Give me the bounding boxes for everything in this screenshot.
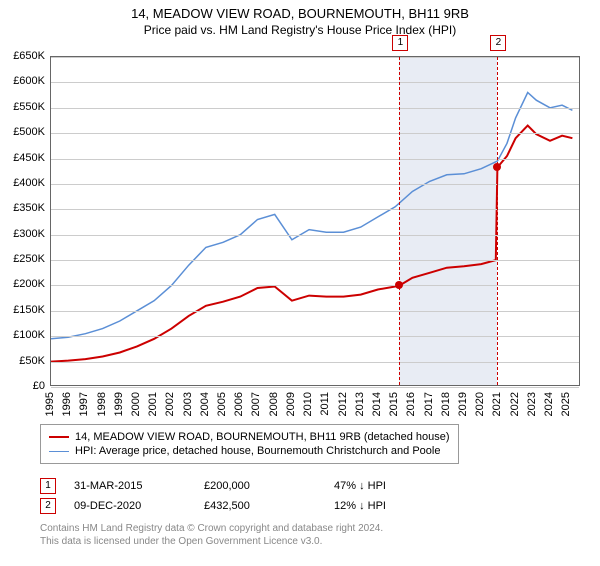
series-hpi: [51, 93, 572, 339]
xtick-label: 2013: [354, 392, 366, 416]
ytick-label: £450K: [13, 152, 45, 164]
plot-region: 12: [50, 56, 580, 386]
xtick-label: 2015: [388, 392, 400, 416]
gridline-h: [51, 336, 579, 337]
gridline-h: [51, 387, 579, 388]
marker-line-2: [497, 57, 498, 385]
xtick-label: 2008: [268, 392, 280, 416]
xtick-label: 2023: [526, 392, 538, 416]
xtick-label: 2022: [509, 392, 521, 416]
footer-attribution: Contains HM Land Registry data © Crown c…: [40, 522, 383, 548]
transaction-diff: 12% ↓ HPI: [334, 500, 424, 512]
ytick-label: £0: [33, 380, 45, 392]
xtick-label: 2006: [233, 392, 245, 416]
xtick-label: 1999: [113, 392, 125, 416]
footer-line1: Contains HM Land Registry data © Crown c…: [40, 522, 383, 535]
xtick-label: 1996: [61, 392, 73, 416]
xtick-label: 2016: [405, 392, 417, 416]
gridline-h: [51, 184, 579, 185]
ytick-label: £50K: [19, 355, 45, 367]
ytick-label: £300K: [13, 228, 45, 240]
xtick-label: 2019: [457, 392, 469, 416]
transaction-badge: 2: [40, 498, 56, 514]
marker-badge-1: 1: [392, 35, 408, 51]
xtick-label: 2020: [474, 392, 486, 416]
ytick-label: £500K: [13, 126, 45, 138]
marker-dot-2: [493, 163, 501, 171]
chart-subtitle: Price paid vs. HM Land Registry's House …: [0, 23, 600, 37]
line-layer: [51, 57, 581, 387]
xtick-label: 2010: [302, 392, 314, 416]
legend-swatch: [49, 436, 69, 438]
transaction-price: £432,500: [204, 500, 334, 512]
legend-item-1: HPI: Average price, detached house, Bour…: [49, 445, 450, 457]
transaction-row-1: 1 31-MAR-2015£200,00047% ↓ HPI: [40, 478, 424, 494]
chart-area: 12 £0£50K£100K£150K£200K£250K£300K£350K£…: [50, 56, 580, 386]
chart-container: 14, MEADOW VIEW ROAD, BOURNEMOUTH, BH11 …: [0, 6, 600, 566]
legend-item-0: 14, MEADOW VIEW ROAD, BOURNEMOUTH, BH11 …: [49, 431, 450, 443]
transaction-badge: 1: [40, 478, 56, 494]
ytick-label: £150K: [13, 304, 45, 316]
legend-label: HPI: Average price, detached house, Bour…: [75, 445, 440, 457]
xtick-label: 2014: [371, 392, 383, 416]
gridline-h: [51, 285, 579, 286]
xtick-label: 1997: [78, 392, 90, 416]
footer-line2: This data is licensed under the Open Gov…: [40, 535, 383, 548]
ytick-label: £650K: [13, 50, 45, 62]
ytick-label: £400K: [13, 177, 45, 189]
ytick-label: £550K: [13, 101, 45, 113]
series-price_paid: [51, 126, 572, 362]
xtick-label: 2000: [130, 392, 142, 416]
legend-label: 14, MEADOW VIEW ROAD, BOURNEMOUTH, BH11 …: [75, 431, 450, 443]
transactions-table: 1 31-MAR-2015£200,00047% ↓ HPI 2 09-DEC-202…: [40, 474, 424, 518]
gridline-h: [51, 133, 579, 134]
legend-swatch: [49, 451, 69, 452]
xtick-label: 2003: [182, 392, 194, 416]
gridline-h: [51, 108, 579, 109]
xtick-label: 2009: [285, 392, 297, 416]
ytick-label: £250K: [13, 253, 45, 265]
chart-title: 14, MEADOW VIEW ROAD, BOURNEMOUTH, BH11 …: [0, 6, 600, 21]
xtick-label: 2002: [164, 392, 176, 416]
transaction-date: 31-MAR-2015: [74, 480, 204, 492]
transaction-date: 09-DEC-2020: [74, 500, 204, 512]
gridline-h: [51, 57, 579, 58]
gridline-h: [51, 311, 579, 312]
marker-badge-2: 2: [490, 35, 506, 51]
xtick-label: 2011: [319, 392, 331, 416]
xtick-label: 2001: [147, 392, 159, 416]
xtick-label: 1998: [96, 392, 108, 416]
transaction-diff: 47% ↓ HPI: [334, 480, 424, 492]
ytick-label: £100K: [13, 329, 45, 341]
gridline-h: [51, 260, 579, 261]
transaction-row-2: 2 09-DEC-2020£432,50012% ↓ HPI: [40, 498, 424, 514]
xtick-label: 1995: [44, 392, 56, 416]
gridline-h: [51, 82, 579, 83]
xtick-label: 2004: [199, 392, 211, 416]
xtick-label: 2024: [543, 392, 555, 416]
marker-dot-1: [395, 281, 403, 289]
xtick-label: 2025: [560, 392, 572, 416]
xtick-label: 2017: [423, 392, 435, 416]
xtick-label: 2018: [440, 392, 452, 416]
gridline-h: [51, 362, 579, 363]
gridline-h: [51, 209, 579, 210]
ytick-label: £200K: [13, 278, 45, 290]
xtick-label: 2007: [250, 392, 262, 416]
gridline-h: [51, 235, 579, 236]
transaction-price: £200,000: [204, 480, 334, 492]
gridline-h: [51, 159, 579, 160]
xtick-label: 2005: [216, 392, 228, 416]
legend: 14, MEADOW VIEW ROAD, BOURNEMOUTH, BH11 …: [40, 424, 459, 464]
ytick-label: £350K: [13, 202, 45, 214]
ytick-label: £600K: [13, 75, 45, 87]
xtick-label: 2012: [337, 392, 349, 416]
marker-line-1: [399, 57, 400, 385]
xtick-label: 2021: [491, 392, 503, 416]
